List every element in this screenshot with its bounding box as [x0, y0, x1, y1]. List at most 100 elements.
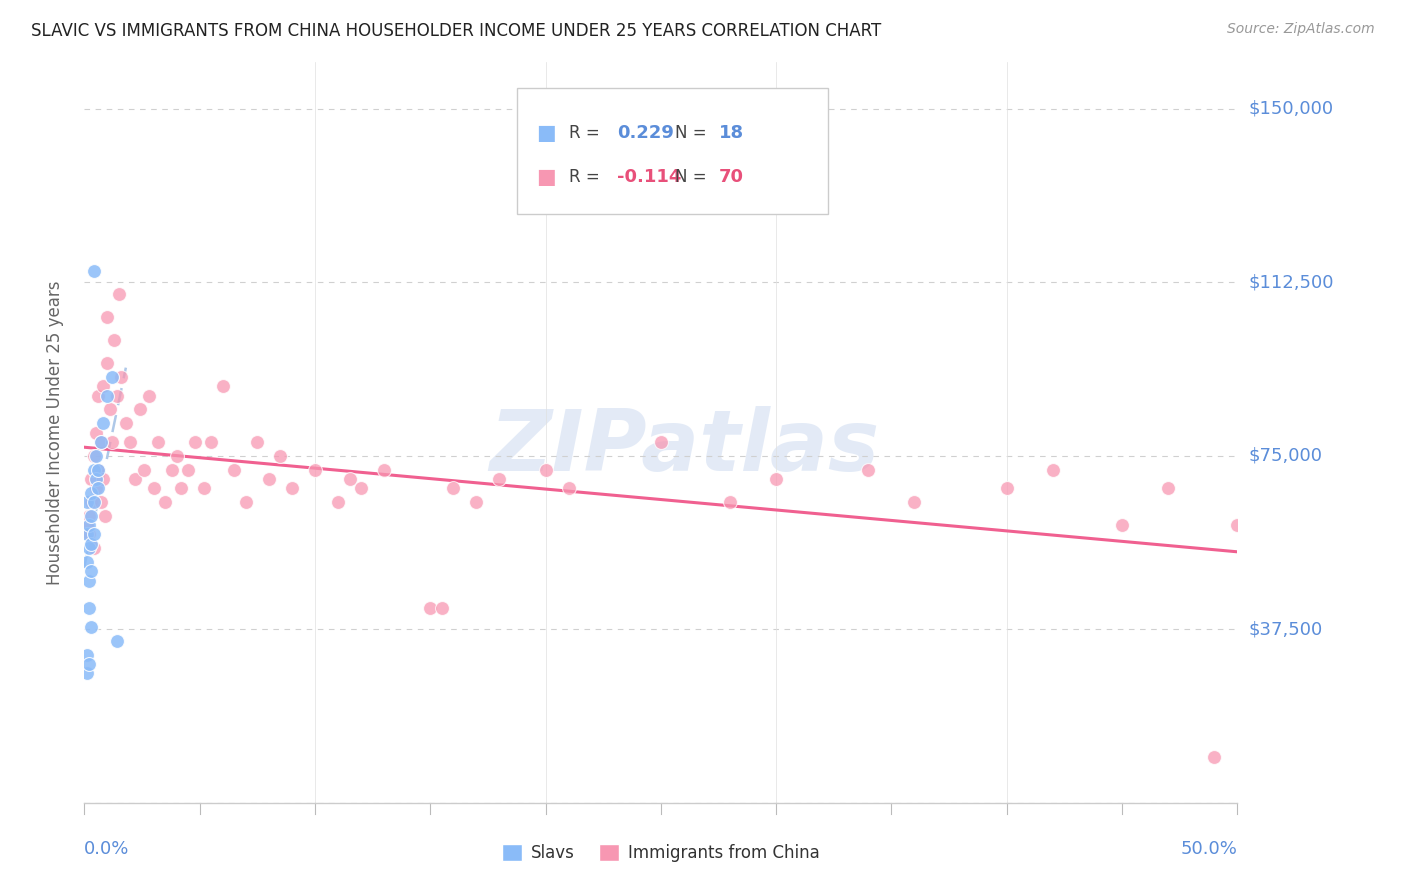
Text: R =: R =: [568, 169, 605, 186]
Point: [80, 508, 103, 523]
Point: [80, 495, 103, 509]
Point: [211, 379, 233, 393]
Point: [76, 527, 98, 541]
Text: ■: ■: [536, 123, 555, 143]
Point: [124, 472, 146, 486]
Point: [84, 481, 107, 495]
Text: 0.229: 0.229: [617, 124, 673, 142]
Point: [83, 541, 105, 556]
Text: 18: 18: [718, 124, 744, 142]
Point: [488, 472, 510, 486]
Point: [281, 481, 304, 495]
Point: [83, 449, 105, 463]
Point: [235, 495, 257, 509]
Point: [77, 601, 100, 615]
Point: [96, 388, 118, 402]
Point: [87, 462, 110, 476]
Legend: Slavs, Immigrants from China: Slavs, Immigrants from China: [495, 837, 827, 869]
Point: [77, 527, 100, 541]
Point: [557, 481, 579, 495]
Text: ZIPatlas: ZIPatlas: [489, 406, 879, 489]
Point: [89, 434, 111, 449]
Point: [160, 462, 183, 476]
Point: [903, 495, 925, 509]
Point: [1226, 518, 1249, 533]
Point: [138, 388, 160, 402]
Point: [98, 402, 121, 417]
Point: [153, 495, 176, 509]
Point: [184, 434, 207, 449]
Text: Source: ZipAtlas.com: Source: ZipAtlas.com: [1227, 22, 1375, 37]
Text: N =: N =: [675, 124, 711, 142]
Point: [765, 472, 787, 486]
Point: [373, 462, 395, 476]
Text: 70: 70: [718, 169, 744, 186]
Text: $150,000: $150,000: [1249, 100, 1333, 118]
Point: [718, 495, 741, 509]
Text: R =: R =: [568, 124, 605, 142]
Point: [1204, 749, 1226, 764]
Point: [105, 388, 128, 402]
Point: [257, 472, 280, 486]
Point: [94, 508, 117, 523]
Point: [650, 434, 672, 449]
Point: [76, 518, 98, 533]
Point: [120, 434, 142, 449]
Point: [77, 574, 100, 588]
Point: [77, 518, 100, 533]
Point: [995, 481, 1018, 495]
Point: [134, 462, 156, 476]
Point: [80, 620, 103, 634]
Point: [108, 286, 131, 301]
Point: [304, 462, 326, 476]
Point: [77, 657, 100, 671]
Point: [193, 481, 215, 495]
Text: ■: ■: [536, 167, 555, 187]
Point: [77, 541, 100, 556]
Point: [534, 462, 557, 476]
Point: [96, 356, 118, 370]
Point: [91, 417, 114, 431]
Point: [269, 449, 291, 463]
Point: [83, 495, 105, 509]
Text: -0.114: -0.114: [617, 169, 682, 186]
Point: [87, 388, 110, 402]
Point: [224, 462, 246, 476]
Point: [146, 434, 169, 449]
Point: [91, 379, 114, 393]
Point: [339, 472, 361, 486]
Point: [89, 434, 111, 449]
Point: [419, 601, 441, 615]
Point: [80, 472, 103, 486]
Point: [1157, 481, 1180, 495]
Point: [101, 434, 124, 449]
Y-axis label: Householder Income Under 25 years: Householder Income Under 25 years: [45, 280, 63, 585]
Point: [76, 555, 98, 569]
Point: [246, 434, 269, 449]
Point: [83, 263, 105, 277]
Point: [110, 370, 132, 384]
FancyBboxPatch shape: [517, 88, 828, 214]
Text: 0.0%: 0.0%: [84, 840, 129, 858]
Point: [84, 472, 107, 486]
Point: [103, 333, 125, 347]
Point: [105, 633, 128, 648]
Text: 50.0%: 50.0%: [1181, 840, 1237, 858]
Point: [76, 495, 98, 509]
Point: [465, 495, 488, 509]
Point: [170, 481, 193, 495]
Point: [87, 481, 110, 495]
Text: $75,000: $75,000: [1249, 447, 1323, 465]
Point: [89, 495, 111, 509]
Point: [76, 648, 98, 662]
Point: [76, 666, 98, 681]
Point: [77, 508, 100, 523]
Point: [96, 310, 118, 324]
Point: [430, 601, 453, 615]
Point: [128, 402, 150, 417]
Point: [1111, 518, 1133, 533]
Point: [80, 485, 103, 500]
Point: [142, 481, 165, 495]
Point: [83, 527, 105, 541]
Text: SLAVIC VS IMMIGRANTS FROM CHINA HOUSEHOLDER INCOME UNDER 25 YEARS CORRELATION CH: SLAVIC VS IMMIGRANTS FROM CHINA HOUSEHOL…: [31, 22, 882, 40]
